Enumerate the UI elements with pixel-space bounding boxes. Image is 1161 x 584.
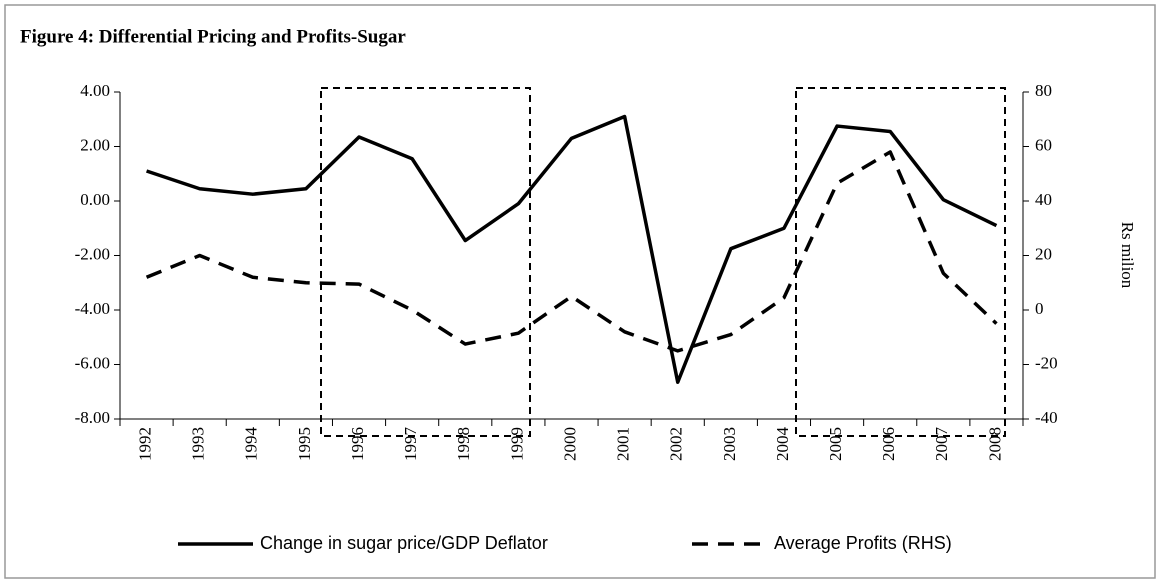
x-tick-label: 2003 xyxy=(720,427,739,461)
y2-tick-label: 60 xyxy=(1035,135,1052,154)
x-tick-label: 2006 xyxy=(879,427,898,461)
y2-tick-label: -40 xyxy=(1035,408,1058,427)
y-tick-label: 2.00 xyxy=(80,135,110,154)
x-tick-label: 1997 xyxy=(401,427,420,462)
x-tick-label: 1998 xyxy=(454,427,473,461)
y2-tick-label: -20 xyxy=(1035,353,1058,372)
x-tick-label: 1993 xyxy=(189,427,208,461)
legend-label: Average Profits (RHS) xyxy=(774,533,952,553)
y2-tick-label: 80 xyxy=(1035,81,1052,100)
highlight-box xyxy=(320,87,531,437)
y2-tick-label: 40 xyxy=(1035,190,1052,209)
y-tick-label: -4.00 xyxy=(75,299,110,318)
x-tick-label: 2001 xyxy=(614,427,633,461)
y-tick-label: 4.00 xyxy=(80,81,110,100)
x-tick-label: 1995 xyxy=(295,427,314,461)
y2-tick-label: 20 xyxy=(1035,244,1052,263)
x-tick-label: 2000 xyxy=(560,427,579,461)
x-tick-label: 1996 xyxy=(348,427,367,461)
y-tick-label: 0.00 xyxy=(80,190,110,209)
y-tick-label: -6.00 xyxy=(75,353,110,372)
x-tick-label: 2007 xyxy=(932,427,951,462)
x-tick-label: 2002 xyxy=(667,427,686,461)
highlight-box xyxy=(795,87,1006,437)
x-tick-label: 2005 xyxy=(826,427,845,461)
y-tick-label: -2.00 xyxy=(75,244,110,263)
x-tick-label: 1999 xyxy=(507,427,526,461)
x-tick-label: 1992 xyxy=(135,427,154,461)
x-tick-label: 2008 xyxy=(985,427,1004,461)
series-line xyxy=(146,114,998,384)
chart-title: Figure 4: Differential Pricing and Profi… xyxy=(20,26,406,47)
x-tick-label: 1994 xyxy=(242,427,261,462)
y2-axis-label: Rs milion xyxy=(1118,222,1137,289)
y2-tick-label: 0 xyxy=(1035,299,1044,318)
legend-label: Change in sugar price/GDP Deflator xyxy=(260,533,548,553)
y-tick-label: -8.00 xyxy=(75,408,110,427)
x-tick-label: 2004 xyxy=(773,427,792,462)
frame xyxy=(4,4,1156,579)
